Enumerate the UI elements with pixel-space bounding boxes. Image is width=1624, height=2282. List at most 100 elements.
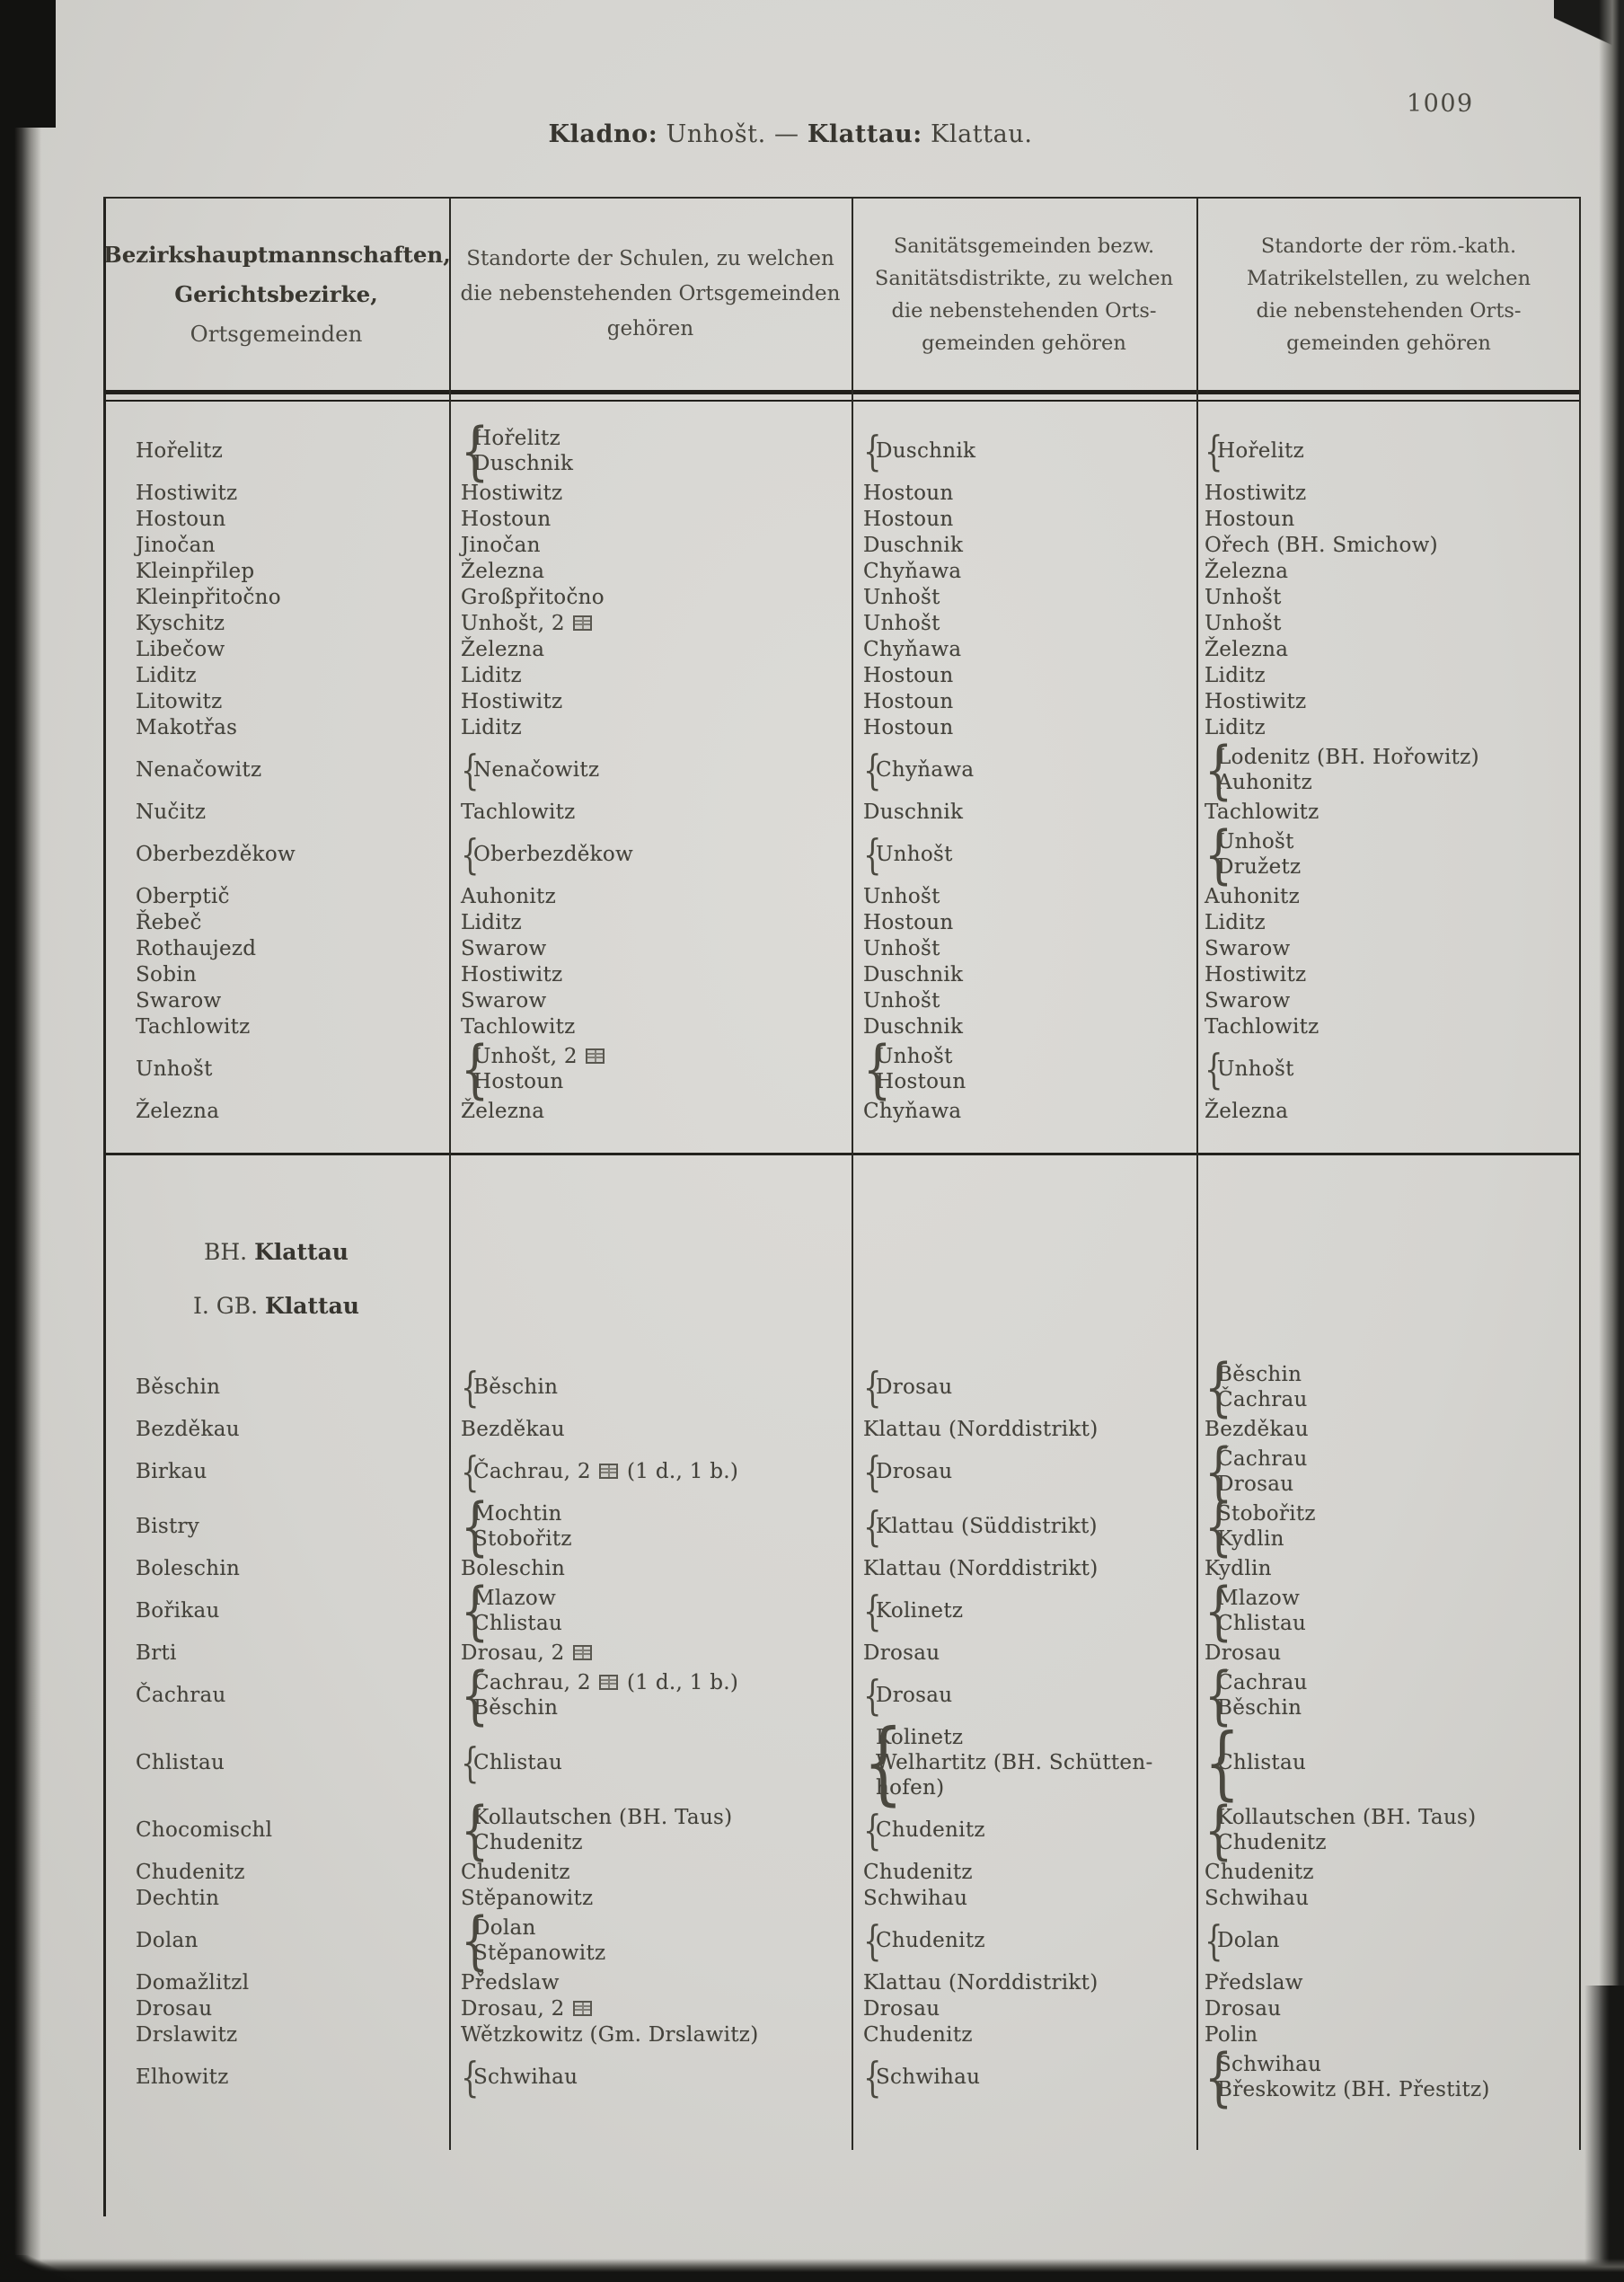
place-name: Hostiwitz bbox=[461, 690, 563, 713]
place-name: Běschin bbox=[473, 1696, 559, 1720]
place-name: Klattau (Norddistrikt) bbox=[863, 1971, 1099, 1995]
place-name: Sobin bbox=[136, 963, 197, 986]
cell-school: Drosau, 2 bbox=[449, 1996, 852, 2021]
place-name: Nučitz bbox=[136, 800, 207, 824]
header-line: gemeinden gehören bbox=[922, 331, 1126, 355]
place-name: Unhošt bbox=[136, 1057, 213, 1081]
place-name: Chyňawa bbox=[863, 1100, 962, 1123]
place-name: Čachrau bbox=[1217, 1671, 1308, 1694]
header-line: Gerichtsbezirke, bbox=[174, 280, 378, 307]
cell-sanitary: Unhošt bbox=[852, 585, 1196, 610]
title-segment: Unhošt. bbox=[658, 120, 775, 148]
table-border-left bbox=[103, 199, 106, 2216]
table-row: Oberptič Auhonitz Unhošt Auhonitz bbox=[103, 884, 1581, 909]
cell-ortsgemeinde: Unhošt bbox=[103, 1057, 449, 1082]
place-name: Stěpanowitz bbox=[461, 1887, 594, 1910]
cell-sanitary: Duschnik bbox=[852, 962, 1196, 987]
cell-ortsgemeinde: Hostiwitz bbox=[103, 481, 449, 506]
place-name: Duschnik bbox=[876, 439, 976, 463]
header-line: die nebenstehenden Ortsgemeinden bbox=[460, 282, 841, 305]
cell-sanitary: {Schwihau bbox=[863, 2053, 981, 2101]
place-name: Auhonitz bbox=[1217, 771, 1313, 794]
column-header-sanitaet: Sanitätsgemeinden bezw. Sanitätsdistrikt… bbox=[852, 230, 1196, 359]
place-name: Železna bbox=[461, 560, 545, 583]
place-name: Tachlowitz bbox=[1205, 800, 1320, 824]
header-line: gehören bbox=[606, 317, 694, 341]
place-name: Unhošt bbox=[863, 937, 940, 960]
cell-school: Bezděkau bbox=[449, 1417, 852, 1442]
cell-parish: Unhošt bbox=[1196, 611, 1581, 636]
cell-school: {Dolan Stěpanowitz bbox=[461, 1904, 606, 1977]
place-name: Unhošt, 2 bbox=[473, 1044, 606, 1069]
header-line: gemeinden gehören bbox=[1286, 331, 1491, 355]
place-name: Čachrau, 2 (1 d., 1 b.) bbox=[473, 1671, 739, 1694]
cell-school: Tachlowitz bbox=[449, 1014, 852, 1039]
place-name: Kolinetz bbox=[876, 1726, 964, 1749]
cell-sanitary: {Drosau bbox=[863, 1671, 953, 1720]
place-name: Břeskowitz (BH. Přestitz) bbox=[1217, 2078, 1490, 2101]
title-segment: Klattau bbox=[254, 1239, 349, 1265]
cell-school: Swarow bbox=[449, 936, 852, 961]
place-name: Železna bbox=[461, 638, 545, 661]
place-name: Unhošt, 2 bbox=[461, 611, 594, 636]
cell-ortsgemeinde: Dechtin bbox=[103, 1886, 449, 1911]
cell-sanitary: Unhošt bbox=[852, 936, 1196, 961]
place-name: Drslawitz bbox=[136, 2023, 238, 2047]
school-symbol-icon bbox=[599, 1464, 619, 1479]
place-name: Čachrau bbox=[1217, 1447, 1308, 1471]
place-name: Jinočan bbox=[461, 534, 541, 557]
cell-school: {Čachrau, 2 (1 d., 1 b.) Běschin bbox=[461, 1658, 739, 1732]
cell-parish: Kydlin bbox=[1196, 1556, 1581, 1581]
place-name: Boleschin bbox=[461, 1557, 566, 1580]
place-name: Polin bbox=[1205, 2023, 1258, 2047]
place-name: Schwihau bbox=[863, 1887, 968, 1910]
cell-school: Železna bbox=[449, 637, 852, 662]
place-name: Běschin bbox=[1217, 1363, 1302, 1386]
place-name: Unhošt bbox=[863, 612, 940, 635]
place-name: Dechtin bbox=[136, 1887, 220, 1910]
cell-school: {Mochtin Stobořitz bbox=[461, 1490, 572, 1563]
gazetteer-table: Bezirkshauptmannschaften, Gerichtsbezirk… bbox=[103, 197, 1581, 2282]
school-symbol-icon bbox=[586, 1048, 605, 1064]
table-row: Tachlowitz Tachlowitz Duschnik Tachlowitz bbox=[103, 1014, 1581, 1039]
cell-ortsgemeinde: Bořikau bbox=[103, 1598, 449, 1623]
place-name: Běschin bbox=[136, 1375, 221, 1399]
place-name: Kolinetz bbox=[876, 1599, 964, 1623]
table-row: Chudenitz Chudenitz Chudenitz Chudenitz bbox=[103, 1860, 1581, 1885]
column-header-schulen: Standorte der Schulen, zu welchen die ne… bbox=[449, 242, 852, 347]
cell-parish: {Mlazow Chlistau bbox=[1205, 1574, 1307, 1648]
cell-school: {Chlistau bbox=[461, 1738, 563, 1787]
cell-sanitary: {Chudenitz bbox=[863, 1916, 985, 1965]
place-name: Hostoun bbox=[863, 508, 954, 531]
place-name: Schwihau bbox=[473, 2065, 578, 2089]
place-name: Klattau (Norddistrikt) bbox=[863, 1557, 1099, 1580]
place-name: Bezděkau bbox=[136, 1418, 240, 1441]
column-header-ortsgemeinden: Bezirkshauptmannschaften, Gerichtsbezirk… bbox=[103, 235, 451, 354]
table-row: Dolan{Dolan Stěpanowitz{Chudenitz{Dolan bbox=[103, 1904, 1581, 1977]
table-row: Řebeč Liditz Hostoun Liditz bbox=[103, 910, 1581, 935]
place-name: Železna bbox=[461, 1100, 545, 1123]
place-name: Swarow bbox=[461, 989, 547, 1013]
table-section: BH. Klattau I. GB. Klattau Běschin{Běschin… bbox=[103, 1238, 1581, 2109]
place-name: Chudenitz bbox=[876, 1818, 985, 1842]
cell-sanitary: {Kolinetz Welhartitz (BH. Schütten- hofen… bbox=[863, 1710, 1153, 1815]
place-name: Drosau bbox=[1205, 1641, 1282, 1665]
cell-sanitary: Hostoun bbox=[852, 481, 1196, 506]
place-name: Stobořitz bbox=[473, 1527, 572, 1551]
cell-sanitary: Hostoun bbox=[852, 910, 1196, 935]
table-row: Nučitz Tachlowitz Duschnik Tachlowitz bbox=[103, 800, 1581, 825]
table-row: Liditz Liditz Hostoun Liditz bbox=[103, 663, 1581, 688]
place-name: Hostoun bbox=[863, 911, 954, 934]
place-name: Swarow bbox=[461, 937, 547, 960]
cell-sanitary: Klattau (Norddistrikt) bbox=[852, 1417, 1196, 1442]
cell-school: Jinočan bbox=[449, 533, 852, 558]
table-row: Hostoun Hostoun Hostoun Hostoun bbox=[103, 507, 1581, 532]
cell-ortsgemeinde: Železna bbox=[103, 1099, 449, 1124]
page-edge-shadow-topright bbox=[1554, 0, 1624, 54]
cell-parish: {Lodenitz (BH. Hořowitz) Auhonitz bbox=[1205, 733, 1479, 807]
cell-sanitary: Duschnik bbox=[852, 1014, 1196, 1039]
table-row: Chocomischl {Kollautschen (BH. Taus) Chude… bbox=[103, 1799, 1581, 1862]
cell-sanitary: Schwihau bbox=[852, 1886, 1196, 1911]
cell-parish: Železna bbox=[1196, 1099, 1581, 1124]
